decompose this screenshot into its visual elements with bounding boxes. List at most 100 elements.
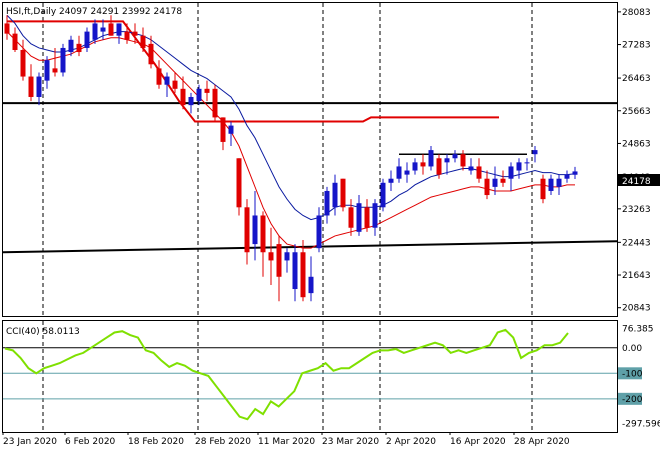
candle-body: [572, 171, 578, 175]
candle-body: [556, 178, 562, 187]
candle-body: [300, 252, 306, 298]
candle-body: [484, 178, 490, 196]
candle-body: [332, 182, 338, 208]
candle-body: [84, 31, 90, 48]
cci-label: CCI(40) 58.0113: [6, 327, 80, 337]
candle-body: [92, 23, 98, 40]
candle-body: [476, 166, 482, 179]
candle-body: [564, 174, 570, 179]
date-label: 18 Feb 2020: [128, 437, 184, 447]
candle-body: [396, 166, 402, 179]
cci-line: [4, 328, 569, 421]
candle-body: [412, 162, 418, 171]
candle-body: [12, 33, 18, 50]
candle-body: [148, 43, 154, 65]
candle-body: [364, 207, 370, 228]
candle-body: [28, 76, 34, 97]
candle-body: [404, 170, 410, 175]
candle-body: [244, 207, 250, 253]
candle-body: [452, 154, 458, 159]
candle-body: [124, 31, 130, 40]
candle-body: [68, 39, 74, 53]
price-panel: [2, 2, 618, 317]
candle-body: [4, 23, 10, 34]
candle-body: [500, 178, 506, 183]
candle-body: [340, 178, 346, 208]
candle-body: [284, 252, 290, 261]
candle-body: [188, 96, 194, 106]
cci-level-tag: [618, 367, 642, 380]
candle-body: [492, 178, 498, 187]
candle-body: [268, 252, 274, 261]
candle-body: [220, 117, 226, 142]
cci-tick-label: -100: [622, 369, 643, 379]
candle-body: [116, 23, 122, 36]
stepped-resistance-line: [7, 20, 499, 123]
cci-tick-label: 76.385: [622, 324, 654, 334]
price-tick-label: 26463: [622, 74, 651, 84]
candle-body: [260, 215, 266, 253]
candle-body: [468, 166, 474, 171]
candle-body: [20, 49, 26, 77]
candle-body: [52, 68, 58, 73]
candle-body: [532, 150, 538, 155]
candle-body: [524, 162, 530, 164]
price-tick-label: 28083: [622, 8, 651, 18]
candle-body: [308, 276, 314, 294]
candle-body: [540, 178, 546, 200]
candle-body: [380, 182, 386, 208]
candle-body: [444, 158, 450, 163]
price-tick-label: 27283: [622, 41, 651, 51]
price-tag: 24178: [622, 177, 651, 187]
date-label: 11 Mar 2020: [258, 437, 315, 447]
candle-body: [324, 190, 330, 216]
candle-body: [516, 162, 522, 171]
candle-body: [44, 60, 50, 81]
candle-body: [204, 88, 210, 93]
price-tick-label: 20843: [622, 304, 651, 314]
candle-body: [180, 88, 186, 106]
candle-body: [76, 43, 82, 53]
candle-body: [420, 162, 426, 167]
price-tick-label: 25663: [622, 107, 651, 117]
candle-body: [212, 88, 218, 118]
candle-body: [140, 35, 146, 48]
candle-body: [388, 178, 394, 183]
candle-body: [172, 80, 178, 89]
candle-body: [460, 154, 466, 167]
candle-body: [36, 76, 42, 97]
candle-body: [164, 76, 170, 85]
date-label: 23 Jan 2020: [3, 437, 57, 447]
symbol-header: HSI,ft,Daily 24097 24291 23992 24178: [6, 7, 182, 17]
price-tick-label: 24863: [622, 139, 651, 149]
date-label: 6 Feb 2020: [65, 437, 116, 447]
candle-body: [108, 23, 114, 36]
candle-body: [156, 68, 162, 85]
cci-tick-label: -297.596: [622, 420, 660, 430]
candle-body: [348, 207, 354, 228]
red-ma-line: [6, 31, 575, 249]
candle-body: [372, 203, 378, 228]
cci-tick-label: 0.00: [622, 344, 642, 354]
date-label: 2 Apr 2020: [386, 437, 436, 447]
candle-body: [508, 166, 514, 179]
candle-body: [292, 252, 298, 290]
candle-body: [60, 47, 66, 73]
cci-level-tag: [618, 392, 642, 405]
date-label: 28 Apr 2020: [514, 437, 570, 447]
date-label: 28 Feb 2020: [195, 437, 251, 447]
price-tag-box: [618, 174, 660, 186]
candle-body: [196, 88, 202, 102]
cci-panel: [2, 320, 618, 433]
date-label: 16 Apr 2020: [450, 437, 506, 447]
candle-body: [236, 158, 242, 208]
price-tick-label: 21643: [622, 271, 651, 281]
price-tick-label: 23263: [622, 205, 651, 215]
candle-body: [228, 125, 234, 134]
date-label: 23 Mar 2020: [322, 437, 379, 447]
candle-body: [548, 178, 554, 191]
candle-body: [356, 203, 362, 232]
candle-body: [428, 150, 434, 167]
candle-body: [316, 215, 322, 249]
